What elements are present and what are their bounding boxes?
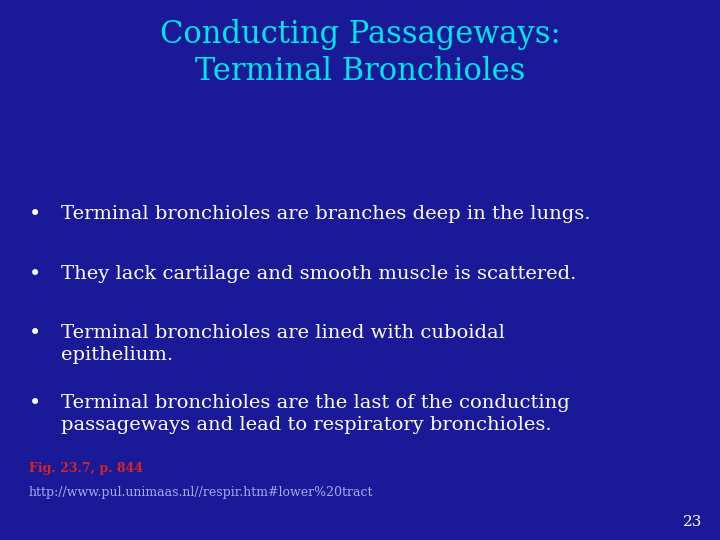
Text: •: • xyxy=(29,205,41,224)
Text: •: • xyxy=(29,265,41,284)
Text: http://www.pul.unimaas.nl//respir.htm#lower%20tract: http://www.pul.unimaas.nl//respir.htm#lo… xyxy=(29,486,373,499)
Text: •: • xyxy=(29,394,41,413)
Text: Terminal bronchioles are the last of the conducting
passageways and lead to resp: Terminal bronchioles are the last of the… xyxy=(61,394,570,434)
Text: Fig. 23.7, p. 844: Fig. 23.7, p. 844 xyxy=(29,462,143,475)
Text: •: • xyxy=(29,324,41,343)
Text: 23: 23 xyxy=(683,515,702,529)
Text: Terminal bronchioles are branches deep in the lungs.: Terminal bronchioles are branches deep i… xyxy=(61,205,590,223)
Text: They lack cartilage and smooth muscle is scattered.: They lack cartilage and smooth muscle is… xyxy=(61,265,577,282)
Text: Conducting Passageways:
Terminal Bronchioles: Conducting Passageways: Terminal Bronchi… xyxy=(160,19,560,87)
Text: Terminal bronchioles are lined with cuboidal
epithelium.: Terminal bronchioles are lined with cubo… xyxy=(61,324,505,364)
